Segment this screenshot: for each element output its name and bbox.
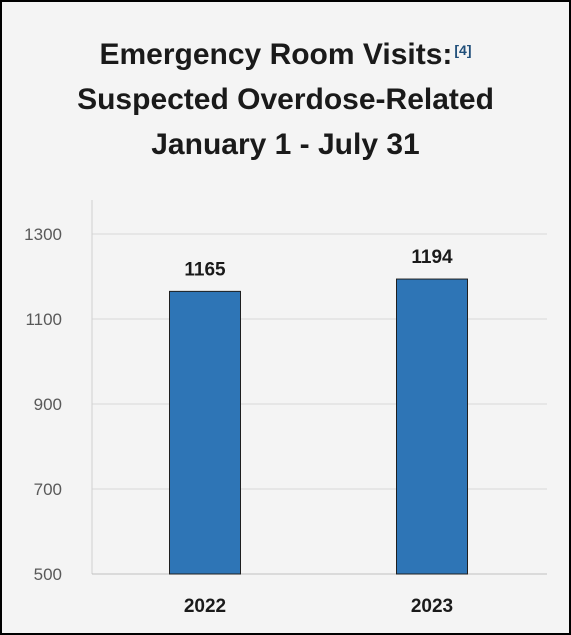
bars — [169, 278, 468, 575]
data-label-2023: 1194 — [411, 247, 453, 268]
title-reference: [4] — [454, 42, 472, 58]
y-tick-label-700: 700 — [34, 480, 62, 499]
title-line-1: Emergency Room Visits: [4] — [99, 38, 472, 71]
y-tick-label-900: 900 — [34, 395, 62, 414]
y-tick-label-500: 500 — [34, 565, 62, 584]
data-label-2022: 1165 — [184, 259, 226, 280]
bar-2022 — [169, 290, 241, 575]
y-tick-label-1300: 1300 — [24, 225, 62, 244]
y-tick-labels: 500 700 900 1100 1300 — [24, 225, 62, 584]
title-line-3: January 1 - July 31 — [151, 128, 420, 161]
gridlines — [92, 233, 547, 490]
data-labels: 1165 1194 — [184, 247, 453, 280]
bar-2023 — [396, 278, 468, 575]
y-tick-label-1100: 1100 — [25, 310, 62, 329]
category-label-2023: 2023 — [411, 596, 453, 617]
category-label-2022: 2022 — [184, 596, 226, 617]
chart-title: Emergency Room Visits: [4] Suspected Over… — [2, 32, 569, 167]
title-line-2: Suspected Overdose-Related — [77, 83, 494, 116]
category-labels: 2022 2023 — [184, 596, 453, 617]
